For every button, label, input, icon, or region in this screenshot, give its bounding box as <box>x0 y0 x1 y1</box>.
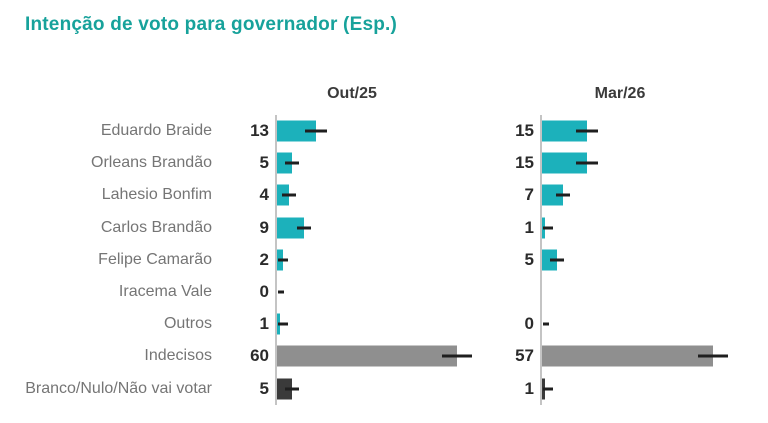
error-bar <box>543 387 553 391</box>
chart-row: Iracema Vale 0 <box>0 275 768 309</box>
bar <box>277 378 292 400</box>
page-title: Intenção de voto para governador (Esp.) <box>25 14 398 35</box>
error-bar <box>285 161 299 165</box>
category-label: Orleans Brandão <box>91 154 212 172</box>
value-label-mar26: 5 <box>524 249 534 269</box>
bar-cell-out25 <box>275 308 507 341</box>
chart-row: Orleans Brandão 5 15 <box>0 147 768 180</box>
category-label: Carlos Brandão <box>100 218 212 236</box>
value-label-out25: 2 <box>259 249 269 269</box>
value-label-out25: 4 <box>259 185 269 205</box>
error-bar <box>543 226 553 230</box>
error-bar <box>278 258 288 262</box>
category-label: Eduardo Braide <box>100 122 212 140</box>
chart-row: Felipe Camarão 2 5 <box>0 243 768 276</box>
error-bar <box>285 387 299 391</box>
bar-cell-mar26 <box>540 340 768 373</box>
value-label-mar26: 1 <box>524 217 534 237</box>
value-label-out25: 13 <box>250 121 269 141</box>
bar-cell-out25 <box>275 275 507 309</box>
category-label: Felipe Camarão <box>98 250 212 268</box>
error-bar <box>442 354 472 358</box>
category-label: Outros <box>163 315 212 333</box>
value-label-out25: 60 <box>250 346 269 366</box>
value-label-out25: 5 <box>259 153 269 173</box>
error-bar <box>297 226 311 230</box>
value-label-out25: 9 <box>259 217 269 237</box>
value-label-out25: 0 <box>259 282 269 302</box>
error-bar <box>278 290 284 294</box>
error-bar <box>278 322 288 326</box>
bar <box>542 184 563 206</box>
chart-row: Indecisos 60 57 <box>0 340 768 373</box>
bar-cell-out25 <box>275 372 507 405</box>
value-label-mar26: 0 <box>524 314 534 334</box>
chart-row: Carlos Brandão 9 1 <box>0 211 768 244</box>
category-label: Indecisos <box>144 347 212 365</box>
bar <box>277 217 304 239</box>
error-bar <box>576 129 598 133</box>
bar <box>542 249 557 271</box>
bar-cell-out25 <box>275 179 507 212</box>
bar-cell-out25 <box>275 211 507 244</box>
bar-cell-out25 <box>275 340 507 373</box>
error-bar <box>576 161 598 165</box>
bar <box>277 120 316 142</box>
value-label-mar26: 15 <box>515 121 534 141</box>
error-bar <box>543 322 549 326</box>
bar-cell-mar26 <box>540 211 768 244</box>
value-label-mar26: 1 <box>524 378 534 398</box>
value-label-mar26: 7 <box>524 185 534 205</box>
chart-row: Branco/Nulo/Não vai votar 5 1 <box>0 372 768 405</box>
value-label-out25: 1 <box>259 314 269 334</box>
bar-cell-mar26 <box>540 115 768 148</box>
error-bar <box>305 129 327 133</box>
bar <box>542 345 713 367</box>
chart-rows: Eduardo Braide 13 15 Orleans Brandão 5 1… <box>0 115 768 405</box>
value-label-mar26: 57 <box>515 346 534 366</box>
bar <box>277 345 457 367</box>
chart-row: Lahesio Bonfim 4 7 <box>0 179 768 212</box>
error-bar <box>282 193 296 197</box>
bar <box>542 152 587 174</box>
bar <box>542 120 587 142</box>
error-bar <box>556 193 570 197</box>
error-bar <box>698 354 728 358</box>
chart-row: Eduardo Braide 13 15 <box>0 115 768 148</box>
category-label: Lahesio Bonfim <box>101 186 212 204</box>
bar-cell-mar26 <box>540 179 768 212</box>
bar-cell-mar26 <box>540 372 768 405</box>
bar-cell-out25 <box>275 243 507 276</box>
bar-cell-mar26 <box>540 147 768 180</box>
bar-cell-mar26 <box>540 275 768 309</box>
bar-cell-mar26 <box>540 308 768 341</box>
category-label: Iracema Vale <box>118 283 212 301</box>
bar-cell-out25 <box>275 115 507 148</box>
column-header-out25: Out/25 <box>327 85 377 102</box>
error-bar <box>550 258 564 262</box>
category-label: Branco/Nulo/Não vai votar <box>25 379 212 397</box>
bar-cell-out25 <box>275 147 507 180</box>
bar <box>277 152 292 174</box>
column-header-mar26: Mar/26 <box>594 85 646 102</box>
chart-row: Outros 1 0 <box>0 308 768 341</box>
bar-cell-mar26 <box>540 243 768 276</box>
value-label-out25: 5 <box>259 378 269 398</box>
value-label-mar26: 15 <box>515 153 534 173</box>
